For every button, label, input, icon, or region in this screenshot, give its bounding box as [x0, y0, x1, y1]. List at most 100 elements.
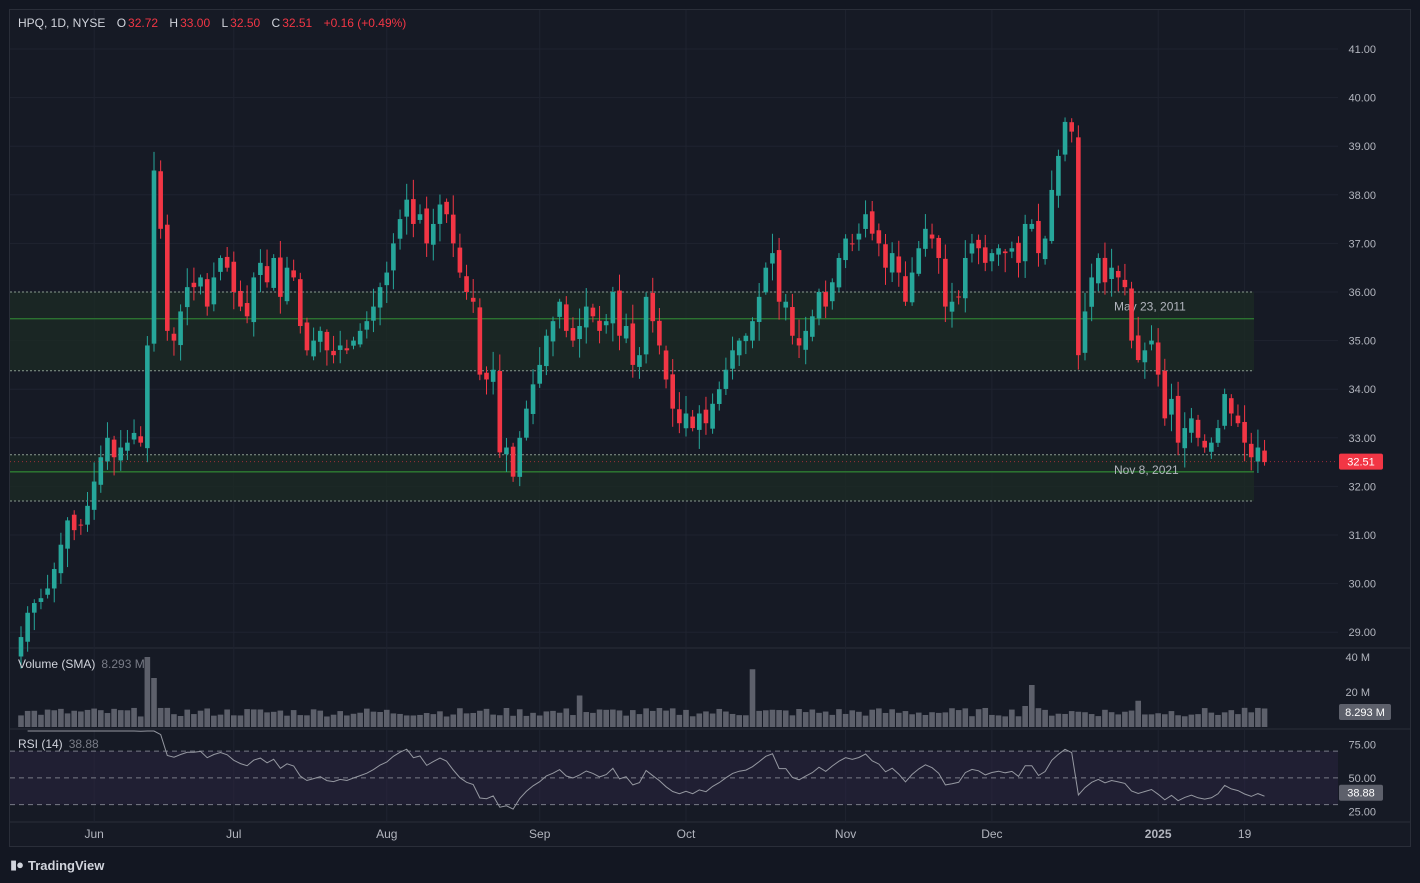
volume-bar — [350, 713, 357, 727]
candle-body — [317, 330, 323, 342]
volume-bar — [663, 710, 669, 727]
candle-body — [1002, 251, 1008, 254]
volume-bar — [131, 707, 137, 727]
candle-body — [198, 277, 203, 287]
candle-body — [1115, 270, 1121, 278]
candle-body — [544, 335, 549, 367]
candle-body — [231, 261, 237, 292]
volume-bar — [896, 712, 902, 727]
price-tick-label: 29.00 — [1348, 627, 1376, 639]
volume-bar — [1195, 714, 1201, 727]
volume-bar — [1241, 707, 1248, 727]
volume-bar — [217, 714, 224, 727]
volume-bar — [443, 716, 450, 727]
volume-bar — [290, 710, 297, 727]
volume-bar — [816, 712, 822, 727]
volume-label: Volume (SMA) — [18, 657, 96, 671]
candle-body — [763, 267, 769, 293]
volume-legend[interactable]: Volume (SMA) 8.293 M — [18, 657, 145, 671]
candle-body — [1122, 279, 1128, 288]
tradingview-brand[interactable]: ▮● TradingView — [10, 857, 104, 873]
price-tag-value: 32.51 — [1347, 457, 1375, 469]
candle-body — [876, 230, 882, 244]
candle-body — [131, 432, 137, 440]
volume-bar — [1048, 715, 1055, 727]
volume-bar — [1108, 712, 1115, 727]
volume-bar — [676, 714, 683, 727]
volume-bar — [1142, 714, 1148, 727]
rsi-indicator — [10, 730, 1338, 810]
candle-body — [337, 345, 343, 350]
volume-bar — [383, 709, 390, 727]
zone-label-nov-8-2021: Nov 8, 2021 — [1114, 463, 1179, 477]
volume-bar — [776, 710, 782, 727]
candle-body — [690, 416, 695, 429]
symbol-label[interactable]: HPQ, 1D, NYSE — [18, 16, 106, 30]
candle-body — [450, 214, 456, 244]
volume-bar — [1208, 712, 1215, 727]
rsi-legend[interactable]: RSI (14) 38.88 — [18, 737, 99, 751]
candle-body — [956, 296, 961, 298]
price-tick-label: 32.00 — [1348, 481, 1376, 493]
volume-bar — [669, 708, 676, 727]
candle-body — [743, 335, 749, 342]
candle-body — [165, 224, 170, 331]
candle-body — [1049, 189, 1055, 242]
volume-bar — [789, 715, 796, 727]
candle-body — [617, 290, 622, 336]
candle-body — [517, 437, 523, 477]
candle-body — [830, 282, 835, 302]
volume-bar — [743, 715, 749, 727]
candle-body — [730, 350, 735, 369]
candle-body — [1182, 428, 1188, 449]
volume-bar — [543, 711, 550, 727]
price-tick-label: 38.00 — [1348, 190, 1376, 202]
candle-body — [623, 326, 629, 339]
volume-bar — [297, 715, 304, 727]
candle-body — [896, 256, 902, 273]
volume-bar — [696, 713, 703, 727]
volume-tick-label: 20 M — [1346, 687, 1370, 699]
candle-body — [723, 369, 729, 389]
volume-bar — [510, 715, 516, 727]
candle-body — [1162, 370, 1168, 419]
candle-body — [504, 447, 509, 455]
volume-bar — [483, 708, 490, 727]
candle-body — [650, 292, 656, 322]
candle-body — [524, 408, 529, 438]
volume-bar — [709, 713, 716, 727]
candle-body — [1175, 395, 1181, 443]
candle-body — [98, 457, 104, 485]
tradingview-logo-icon: ▮● — [10, 857, 24, 872]
volume-bar — [1261, 708, 1268, 727]
volume-bar — [829, 714, 836, 727]
volume-bar — [756, 710, 762, 727]
candle-body — [663, 350, 669, 380]
candle-body — [384, 272, 390, 286]
volume-bar — [975, 709, 982, 727]
candle-body — [1056, 155, 1061, 196]
volume-bar — [317, 710, 324, 727]
volume-bar — [1009, 709, 1015, 727]
volume-bar — [1062, 713, 1068, 727]
volume-bar — [1075, 711, 1082, 727]
candle-body — [1255, 447, 1261, 462]
volume-bar — [1181, 716, 1188, 727]
volume-bars — [18, 657, 1268, 727]
candle-body — [377, 287, 383, 308]
candle-body — [238, 290, 243, 307]
time-tick-label: 2025 — [1145, 827, 1172, 841]
candle-body — [1096, 257, 1101, 284]
volume-bar — [503, 707, 510, 727]
candle-body — [697, 413, 702, 430]
candle-body — [391, 243, 396, 271]
volume-bar — [450, 714, 457, 727]
candle-body — [351, 340, 356, 346]
volume-bar — [729, 713, 736, 727]
candle-body — [590, 307, 596, 317]
volume-bar — [1055, 713, 1062, 727]
volume-bar — [104, 713, 111, 727]
volume-bar — [856, 711, 862, 727]
volume-bar — [563, 708, 570, 727]
